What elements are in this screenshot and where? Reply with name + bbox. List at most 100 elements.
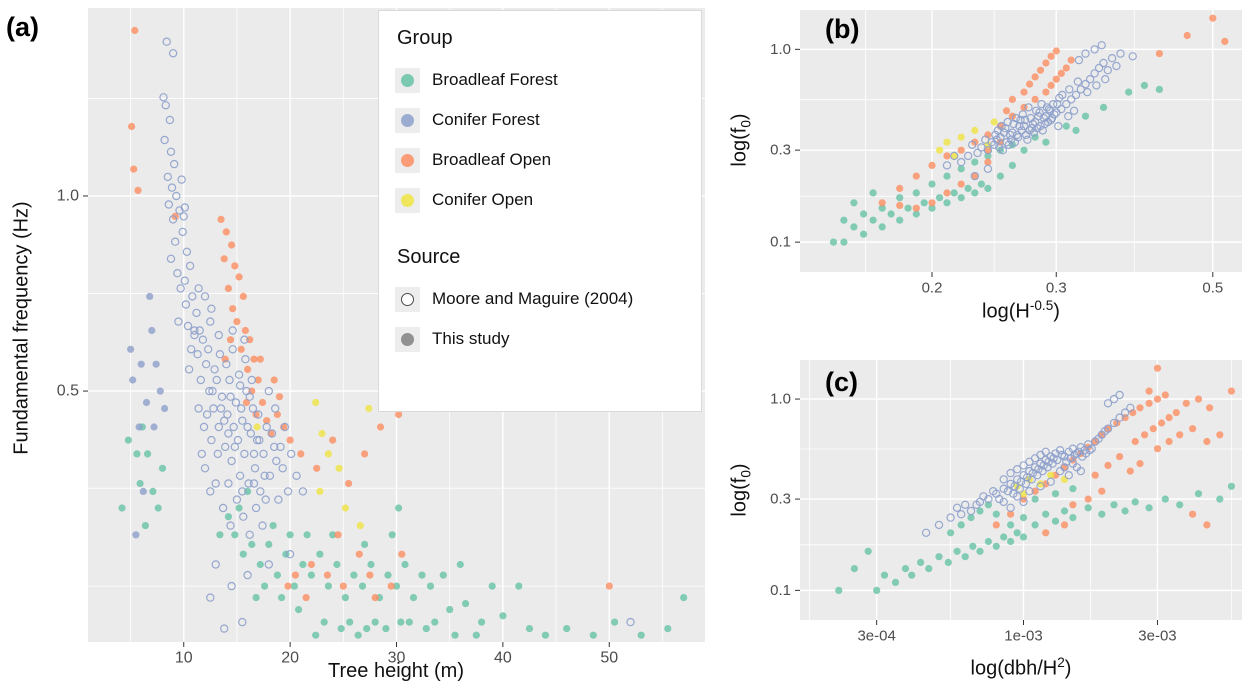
data-point <box>246 429 255 438</box>
data-point <box>1091 437 1099 446</box>
data-point <box>232 495 242 504</box>
y-tick-label: 1.0 <box>770 41 791 58</box>
data-point <box>990 140 999 149</box>
data-point <box>323 571 331 579</box>
data-point <box>274 495 283 504</box>
data-point <box>1049 99 1058 109</box>
data-point <box>159 93 168 102</box>
panel-b-scatter: 0.2 0.3 0.5 0.1 0.3 1.0 log(H-0.5) log(f0) (b) <box>715 0 1247 345</box>
data-point <box>241 355 250 364</box>
data-point <box>1157 419 1166 427</box>
data-point <box>225 375 234 385</box>
data-point <box>896 201 904 209</box>
data-point <box>267 429 277 438</box>
data-point <box>164 200 173 209</box>
data-point <box>1042 59 1050 67</box>
data-point <box>943 199 951 207</box>
data-point <box>1176 431 1184 439</box>
data-point <box>977 180 985 188</box>
data-point <box>1206 404 1214 412</box>
data-point <box>999 484 1008 493</box>
data-point <box>976 547 984 555</box>
data-point <box>1145 387 1153 395</box>
data-point <box>928 199 936 207</box>
data-point <box>991 130 1000 140</box>
data-point <box>1097 41 1106 50</box>
data-point <box>160 135 169 145</box>
data-point <box>1029 128 1039 137</box>
data-point <box>880 571 889 579</box>
data-point <box>253 423 261 431</box>
data-point <box>1038 126 1047 135</box>
data-point <box>451 631 459 639</box>
data-point <box>226 336 235 344</box>
y-axis-label: log(f0) <box>728 113 754 167</box>
data-point <box>971 126 979 134</box>
broadleaf-open-swatch <box>401 153 414 167</box>
data-point <box>999 475 1008 484</box>
legend-key <box>395 67 420 93</box>
data-point <box>228 326 237 335</box>
x-tick-label: 50 <box>600 649 618 666</box>
data-point <box>917 558 925 566</box>
data-point <box>1109 394 1119 404</box>
data-point <box>172 191 181 201</box>
data-point <box>190 330 199 340</box>
data-point <box>1060 507 1069 515</box>
data-point <box>214 422 223 432</box>
data-point <box>1099 103 1108 111</box>
data-point <box>1069 514 1077 522</box>
data-point <box>840 238 848 246</box>
data-point <box>957 180 965 188</box>
data-point <box>174 317 183 326</box>
legend-key <box>395 187 420 213</box>
data-point <box>949 151 959 161</box>
data-point <box>1019 533 1028 541</box>
data-point <box>251 503 261 513</box>
data-point <box>1081 79 1090 89</box>
plot-background <box>800 360 1242 620</box>
data-point <box>392 582 401 590</box>
series-conifer-forest-study <box>127 292 169 539</box>
data-point <box>324 582 332 590</box>
y-tick-label: 0.1 <box>770 234 791 251</box>
data-point <box>242 398 251 407</box>
data-point <box>235 471 245 480</box>
data-point <box>984 152 992 160</box>
data-point <box>1007 135 1016 144</box>
data-point <box>626 617 635 627</box>
data-point <box>1021 479 1031 489</box>
data-point <box>316 550 324 558</box>
data-point <box>976 507 984 515</box>
data-point <box>270 376 278 384</box>
legend-item-conifer-forest: Conifer Forest <box>395 100 685 140</box>
data-point <box>231 398 241 407</box>
data-point <box>525 625 534 633</box>
data-point <box>1015 121 1024 131</box>
data-point <box>878 204 886 212</box>
data-point <box>1031 73 1039 81</box>
data-point <box>896 184 904 192</box>
x-axis-label: Tree height (m) <box>328 660 464 682</box>
data-point <box>211 479 220 488</box>
data-point <box>212 375 221 385</box>
data-point <box>1112 61 1121 71</box>
data-point <box>1013 492 1022 501</box>
data-point <box>1227 387 1235 395</box>
data-point <box>1004 140 1013 149</box>
data-point <box>1103 399 1113 408</box>
data-point <box>1155 85 1163 93</box>
data-point <box>953 547 961 555</box>
data-point <box>384 571 392 579</box>
data-point <box>233 318 241 326</box>
data-point <box>896 216 904 224</box>
data-point <box>984 158 992 166</box>
data-point <box>1019 514 1028 522</box>
data-point <box>354 631 362 639</box>
data-point <box>127 345 135 353</box>
data-point <box>235 381 245 390</box>
panel-c-scatter: 3e-04 1e-03 3e-03 0.1 0.3 1.0 log(dbh/H2) log(f… <box>715 345 1247 694</box>
tick-marks <box>83 195 610 647</box>
data-point <box>213 449 222 459</box>
data-point <box>1153 364 1162 372</box>
